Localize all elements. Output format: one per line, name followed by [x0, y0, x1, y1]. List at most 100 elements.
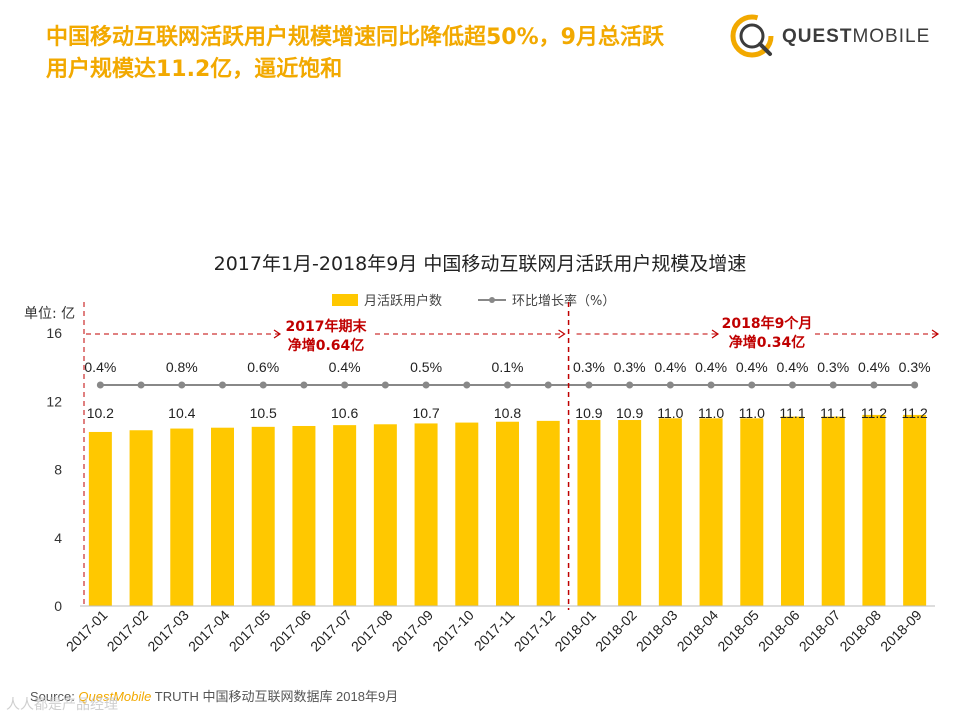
x-tick-label: 2017-11 [471, 607, 518, 654]
legend-bar-swatch [332, 294, 358, 306]
bar [414, 423, 438, 606]
logo-text: QUESTMOBILE [782, 26, 930, 48]
growth-rate-point [259, 381, 267, 389]
growth-rate-label: 0.3% [817, 359, 849, 375]
y-axis-label: 单位: 亿 [24, 306, 75, 322]
growth-rate-point [789, 381, 796, 389]
growth-rate-label: 0.4% [84, 359, 116, 375]
bar-value-label: 11.1 [779, 405, 805, 421]
x-tick-label: 2018-09 [877, 607, 925, 655]
x-tick-label: 2017-08 [348, 607, 396, 655]
growth-rate-point [300, 381, 308, 389]
annotation-arrow-2018-left-head [711, 329, 720, 339]
growth-rate-label: 0.4% [736, 359, 768, 375]
growth-rate-point [707, 381, 715, 389]
bar-value-label: 11.0 [698, 405, 724, 421]
headline-line-1: 中国移动互联网活跃用户规模增速同比降低超50%，9月总活跃 [46, 25, 664, 50]
growth-rate-point [422, 381, 430, 389]
bar-value-label: 10.8 [494, 405, 521, 421]
bar [821, 416, 845, 606]
bar [292, 425, 316, 606]
x-tick-label: 2017-09 [389, 607, 437, 655]
source-note: Source: QuestMobile TRUTH 中国移动互联网数据库 201… [30, 686, 398, 705]
growth-rate-label: 0.4% [777, 359, 809, 375]
bar-value-label: 11.1 [820, 405, 846, 421]
growth-rate-point [504, 381, 511, 389]
annotation-2018-line1: 2018年9个月 [722, 315, 813, 332]
x-tick-label: 2017-02 [104, 607, 152, 655]
growth-rate-point [341, 381, 349, 389]
x-tick-label: 2017-03 [144, 607, 192, 655]
bar [658, 418, 682, 606]
growth-rate-point [748, 381, 756, 389]
bar-value-label: 10.6 [331, 405, 358, 421]
bar [251, 426, 275, 606]
y-tick-label: 16 [46, 325, 62, 341]
source-brand: QuestMobile [78, 689, 152, 704]
bar [577, 420, 601, 606]
growth-rate-point [585, 381, 593, 389]
x-tick-label: 2017-01 [63, 607, 111, 655]
growth-rate-label: 0.1% [492, 359, 524, 375]
legend-bar-label: 月活跃用户数 [364, 293, 442, 309]
growth-rate-label: 0.4% [654, 359, 686, 375]
growth-rate-label: 0.4% [858, 359, 890, 375]
logo-text-light: MOBILE [852, 26, 931, 47]
growth-rate-point [463, 381, 471, 389]
growth-rate-label: 0.4% [695, 359, 727, 375]
x-tick-label: 2018-06 [755, 607, 803, 655]
x-tick-label: 2017-12 [511, 607, 559, 655]
logo-text-strong: QUEST [782, 26, 853, 47]
bar [496, 421, 519, 606]
x-tick-label: 2018-05 [714, 607, 762, 655]
growth-rate-point [96, 381, 104, 389]
growth-rate-label: 0.4% [329, 359, 361, 375]
bar [699, 418, 723, 606]
growth-rate-point [626, 381, 634, 389]
growth-rate-label: 0.3% [614, 359, 646, 375]
x-tick-label: 2017-05 [226, 607, 274, 655]
bar [88, 431, 112, 606]
annotation-2017-line1: 2017年期末 [286, 318, 368, 335]
x-tick-label: 2018-02 [592, 607, 640, 655]
source-prefix: Source: [30, 689, 79, 704]
x-tick-label: 2018-08 [836, 607, 884, 655]
x-tick-label: 2018-01 [551, 607, 599, 655]
bar-value-label: 11.2 [902, 405, 928, 421]
headline: 中国移动互联网活跃用户规模增速同比降低超50%，9月总活跃 用户规模达11.2亿… [46, 22, 726, 86]
watermark: 人人都是产品经理 [6, 697, 118, 713]
x-tick-label: 2017-04 [185, 607, 233, 655]
growth-rate-point [666, 381, 674, 389]
bar [536, 420, 560, 606]
chart-title: 2017年1月-2018年9月 中国移动互联网月活跃用户规模及增速 [214, 253, 747, 275]
growth-rate-label: 0.3% [573, 359, 605, 375]
bar-value-label: 11.2 [861, 405, 887, 421]
x-tick-label: 2018-07 [796, 607, 844, 655]
growth-rate-point [870, 381, 878, 389]
headline-line-2: 用户规模达11.2亿，逼近饱和 [46, 57, 343, 82]
annotation-arrow-2017-right-head [558, 329, 566, 339]
y-tick-label: 8 [54, 462, 62, 478]
growth-rate-point [137, 381, 145, 389]
annotation-arrow-2018-right-head [931, 329, 940, 339]
bar [129, 430, 153, 606]
bar [740, 418, 764, 606]
legend-line-marker [489, 297, 495, 303]
bar-value-label: 10.9 [616, 405, 643, 421]
legend-line-label: 环比增长率（%） [512, 293, 615, 309]
source-rest: TRUTH 中国移动互联网数据库 2018年9月 [151, 689, 399, 704]
growth-rate-label: 0.6% [247, 359, 279, 375]
bar [862, 414, 886, 606]
bar [455, 422, 479, 606]
annotation-arrow-2017-left-head [273, 329, 282, 339]
y-tick-label: 4 [54, 530, 62, 546]
growth-rate-point [544, 381, 552, 389]
x-tick-label: 2017-06 [266, 607, 314, 655]
questmobile-logo-icon [730, 14, 774, 58]
growth-rate-point [219, 381, 226, 389]
bar [333, 425, 357, 606]
growth-rate-point [381, 381, 389, 389]
bar-value-label: 10.9 [575, 405, 602, 421]
growth-rate-label: 0.3% [899, 359, 931, 375]
x-tick-label: 2017-10 [429, 607, 477, 655]
